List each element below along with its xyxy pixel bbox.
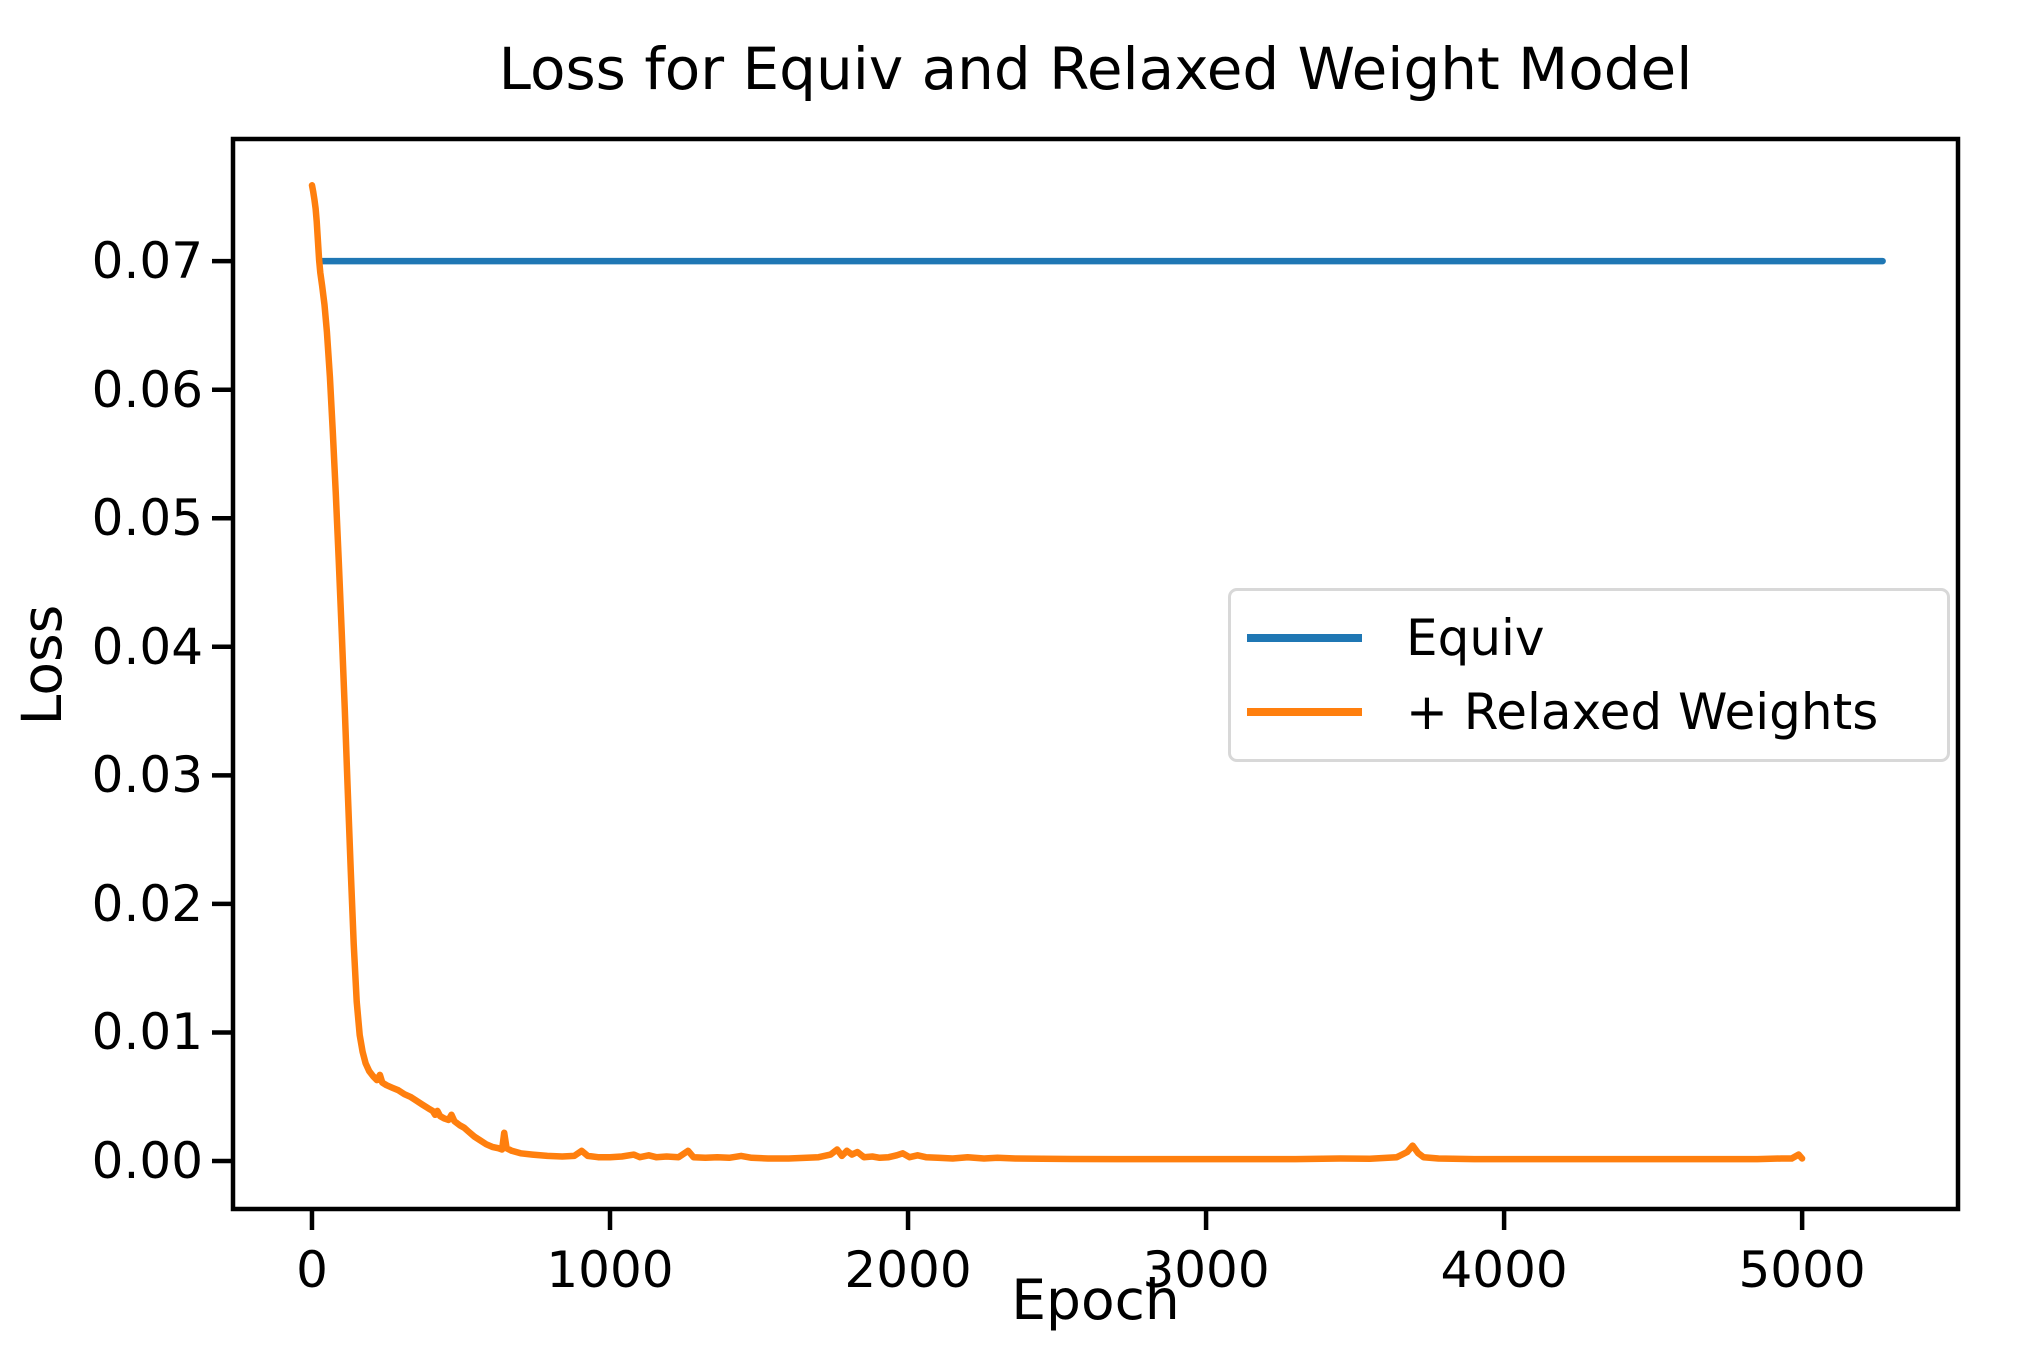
legend: Equiv + Relaxed Weights [1228, 588, 1950, 762]
y-tick-label: 0.01 [91, 1003, 203, 1062]
y-tick-label: 0.04 [91, 617, 203, 676]
legend-item-0: Equiv [1247, 613, 1947, 663]
y-tick-label: 0.03 [91, 746, 203, 805]
y-tick-label: 0.07 [91, 232, 203, 291]
legend-line-swatch [1247, 708, 1362, 716]
x-axis-label: Epoch [1011, 1268, 1180, 1332]
legend-label: Equiv [1406, 609, 1545, 667]
legend-label: + Relaxed Weights [1406, 683, 1879, 741]
legend-item-1: + Relaxed Weights [1247, 687, 1947, 737]
x-tick-label: 2000 [844, 1241, 972, 1299]
x-tick-label: 5000 [1738, 1241, 1866, 1299]
axes-frame [230, 136, 1961, 1212]
y-tick-label: 0.05 [91, 489, 203, 548]
x-tick-label: 1000 [546, 1241, 674, 1299]
y-tick-label: 0.00 [91, 1132, 203, 1191]
legend-line-swatch [1247, 634, 1362, 642]
y-tick-label: 0.02 [91, 874, 203, 933]
series-line-1 [308, 182, 1806, 1163]
x-tick-label: 3000 [1142, 1241, 1270, 1299]
x-tick-label: 0 [296, 1241, 328, 1299]
x-tick-label: 4000 [1440, 1241, 1568, 1299]
y-tick-label: 0.06 [91, 360, 203, 419]
chart-title: Loss for Equiv and Relaxed Weight Model [498, 35, 1693, 103]
